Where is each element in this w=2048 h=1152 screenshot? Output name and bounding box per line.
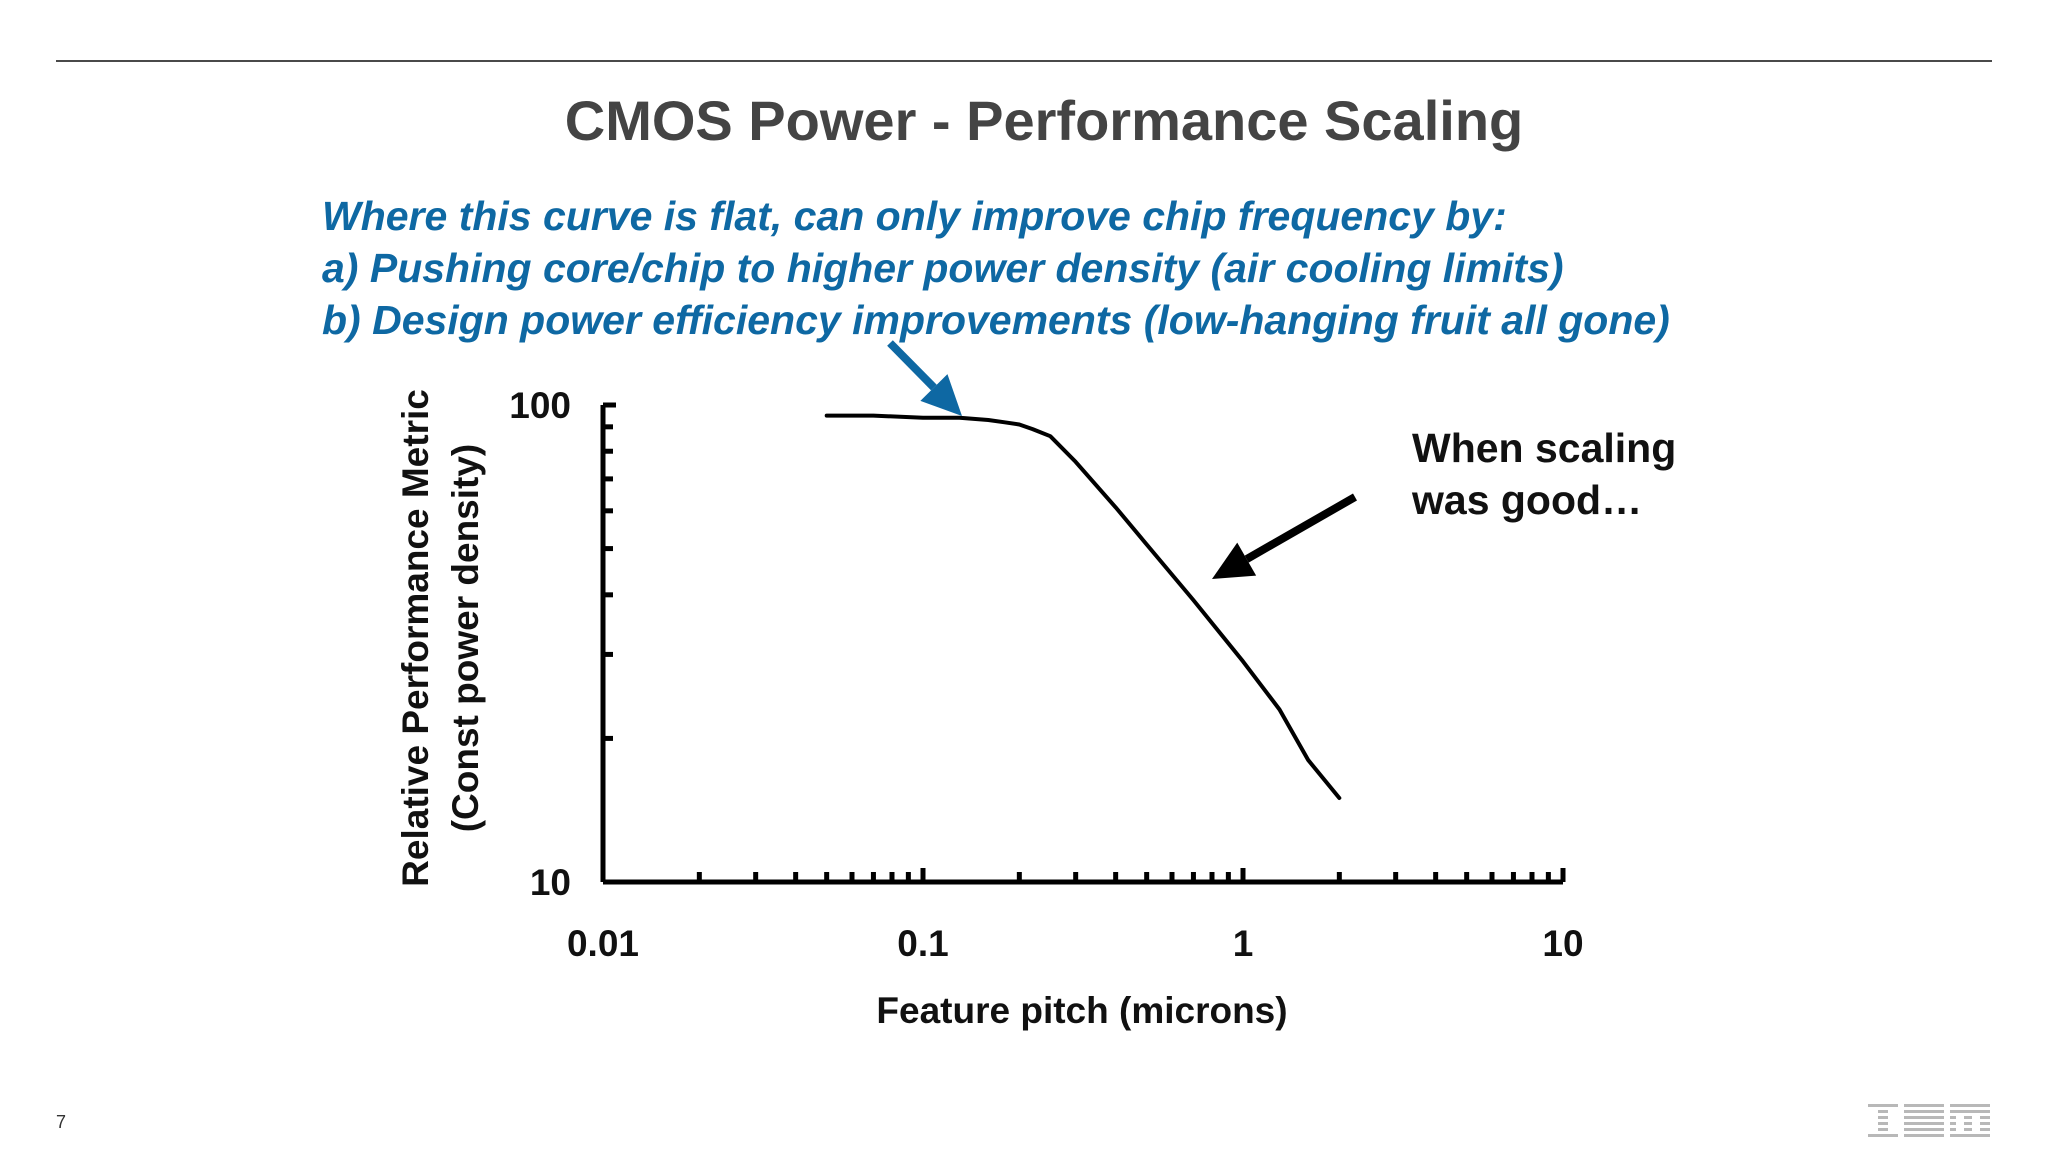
y-axis-sublabel: (Const power density) bbox=[445, 444, 486, 833]
chart-arrows bbox=[887, 340, 1357, 579]
x-tick-label: 10 bbox=[1542, 923, 1583, 964]
x-tick-label: 0.01 bbox=[567, 923, 639, 964]
scaling-annotation: When scaling was good… bbox=[1412, 422, 1676, 526]
chart-axes bbox=[600, 405, 1563, 885]
y-tick-label: 100 bbox=[509, 385, 571, 426]
series-line bbox=[824, 413, 1342, 800]
callout-line-3: b) Design power efficiency improvements … bbox=[322, 297, 1670, 343]
flat-region-arrow-shaft bbox=[887, 340, 937, 391]
scaling-arrow-shaft bbox=[1244, 493, 1357, 563]
callout-line-2: a) Pushing core/chip to higher power den… bbox=[322, 245, 1564, 291]
chart-series bbox=[824, 413, 1342, 800]
scaling-arrow bbox=[1212, 493, 1357, 579]
annotation-line-2: was good… bbox=[1412, 477, 1643, 523]
callout-line-1: Where this curve is flat, can only impro… bbox=[322, 193, 1507, 239]
slide-title: CMOS Power - Performance Scaling bbox=[564, 89, 1524, 152]
x-axis-label: Feature pitch (microns) bbox=[876, 990, 1287, 1031]
top-rule bbox=[56, 60, 1992, 62]
x-tick-label: 1 bbox=[1233, 923, 1254, 964]
y-axis-label: Relative Performance Metric bbox=[395, 389, 436, 887]
x-tick-label: 0.1 bbox=[897, 923, 948, 964]
scaling-arrow-head bbox=[1212, 542, 1257, 579]
callout-text: Where this curve is flat, can only impro… bbox=[322, 190, 1670, 346]
slide-number: 7 bbox=[56, 1112, 67, 1132]
ibm-logo bbox=[1868, 1104, 1990, 1140]
flat-region-arrow bbox=[887, 340, 962, 416]
flat-region-arrow-head bbox=[920, 374, 962, 416]
y-tick-label: 10 bbox=[530, 862, 571, 903]
chart-ticks: 0.01 0.1 1 10 10 100 bbox=[509, 385, 1583, 964]
annotation-line-1: When scaling bbox=[1412, 425, 1677, 471]
